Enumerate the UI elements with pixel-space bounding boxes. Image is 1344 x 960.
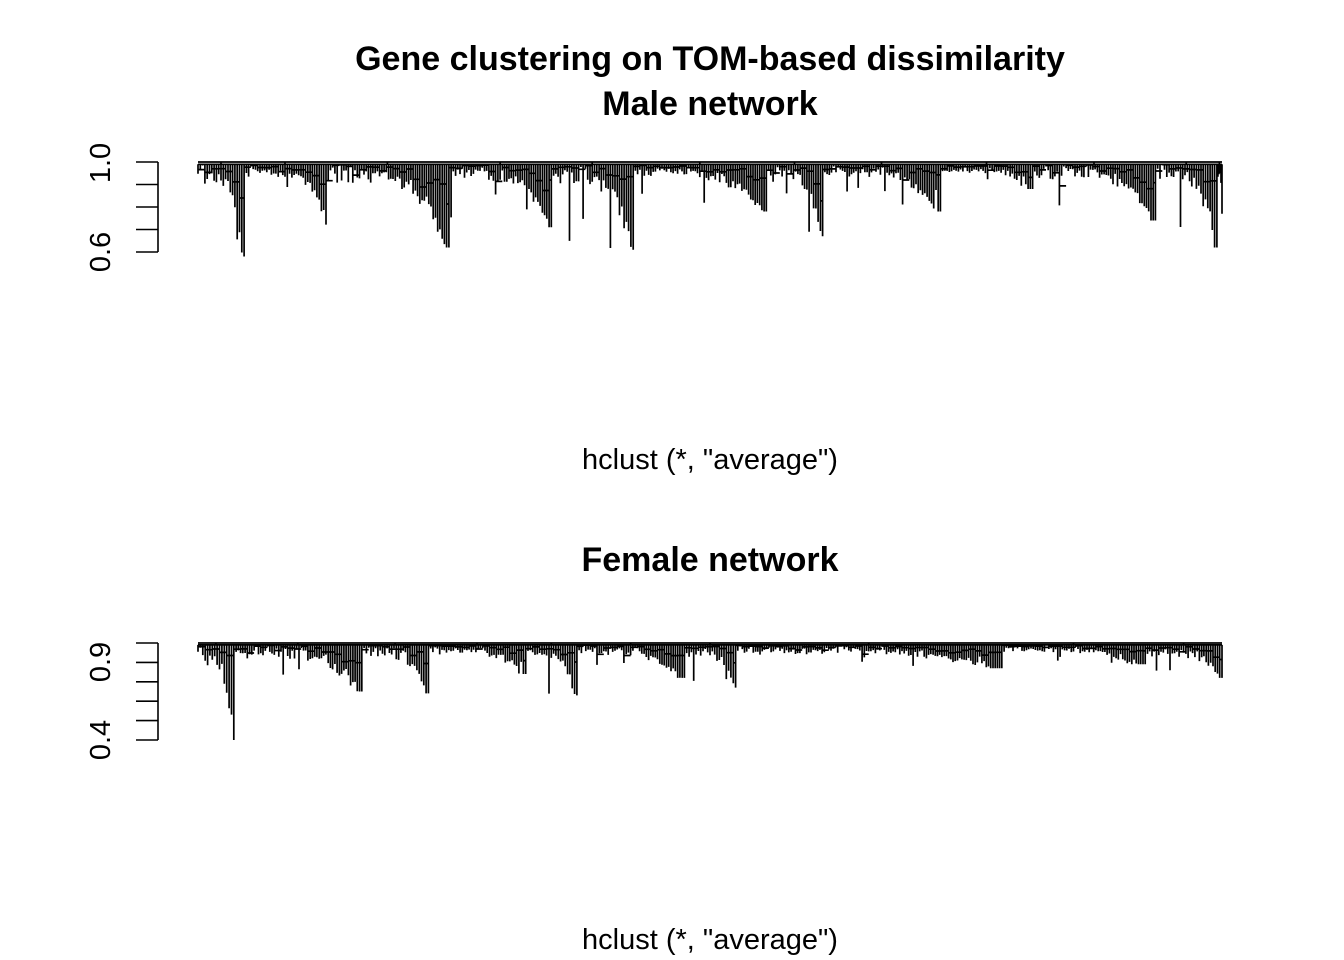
female-x-axis-label: hclust (*, "average") [582,924,838,956]
female-y-axis [136,642,159,741]
female-main-title: Female network [582,541,839,579]
dendrogram-branches [197,161,1223,257]
male-main-title: Gene clustering on TOM-based dissimilari… [355,40,1065,78]
female-y-tick-label-high: 0.9 [85,642,117,682]
male-dendrogram-panel: Gene clustering on TOM-based dissimilari… [85,40,1223,476]
male-dendrogram-tree [197,161,1223,257]
dendrogram-branches [197,642,1223,740]
male-y-axis [136,161,159,253]
male-y-tick-label-high: 1.0 [85,143,117,183]
female-y-tick-label-low: 0.4 [85,720,117,760]
male-x-axis-label: hclust (*, "average") [582,444,838,476]
female-dendrogram-panel: Female network 0.4 0.9 hclust (*, "avera… [85,541,1223,956]
male-y-tick-label-low: 0.6 [85,232,117,272]
male-subtitle: Male network [602,85,817,123]
female-dendrogram-tree [197,642,1223,740]
